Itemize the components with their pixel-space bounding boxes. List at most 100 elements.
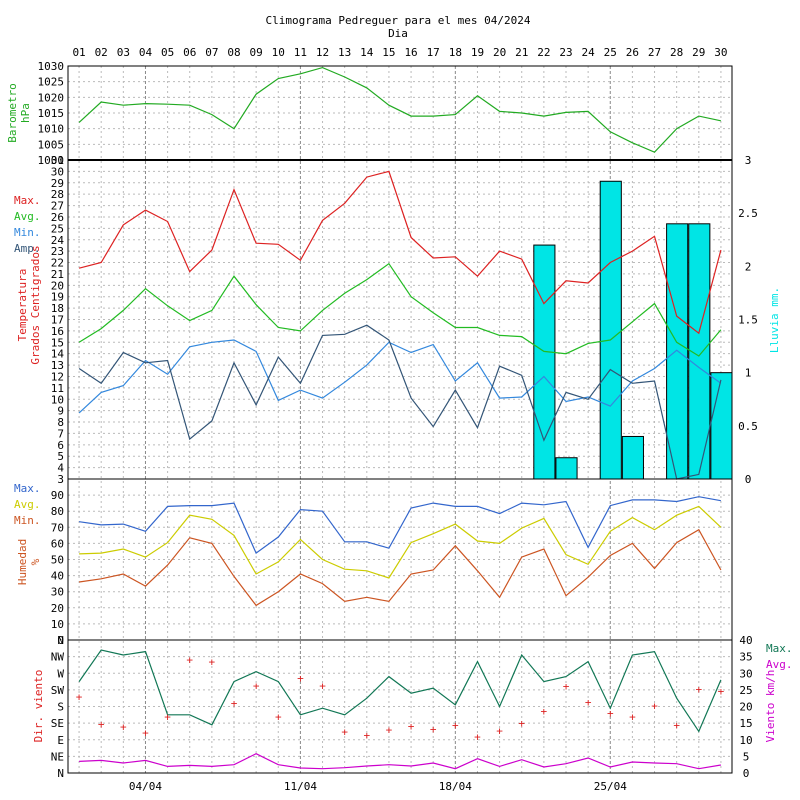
date-tick-label: 04/04 — [129, 780, 162, 793]
wind-dir-marker: + — [651, 700, 658, 713]
day-label: 14 — [360, 46, 374, 59]
wind-dir-marker: + — [718, 685, 725, 698]
day-label: 25 — [604, 46, 617, 59]
temp-tick-label: 8 — [57, 416, 64, 429]
wind-dir-marker: + — [386, 724, 393, 737]
wind-dir-tick-label: E — [57, 734, 64, 747]
baro-tick-label: 1010 — [38, 123, 65, 136]
rain-tick-label: 3 — [745, 154, 752, 167]
hum-tick-label: 70 — [51, 521, 64, 534]
rain-tick-label: 0.5 — [738, 420, 758, 433]
wind-dir-marker: + — [297, 672, 304, 685]
temp-tick-label: 25 — [51, 222, 64, 235]
wind-speed-tick-label: 10 — [739, 734, 752, 747]
wind-dir-marker: + — [98, 718, 105, 731]
day-label: 28 — [670, 46, 683, 59]
wind-dir-tick-label: NW — [51, 651, 65, 664]
hum-axis-label: Humedad — [16, 539, 29, 585]
hum-legend-entry: Avg. — [14, 498, 41, 511]
day-label: 21 — [515, 46, 528, 59]
wind-speed-axis-label: Viento km/h — [764, 670, 777, 743]
date-tick-label: 18/04 — [439, 780, 472, 793]
wind-dir-marker: + — [164, 711, 171, 724]
temp-avg-line — [78, 262, 722, 357]
day-label: 27 — [648, 46, 661, 59]
wind-legend-entry: Max. — [766, 642, 793, 655]
rain-tick-label: 1.5 — [738, 314, 758, 327]
wind-dir-tick-label: N — [57, 767, 64, 780]
day-label: 13 — [338, 46, 351, 59]
wind-dir-marker: + — [142, 727, 149, 740]
rain-tick-label: 0 — [745, 473, 752, 486]
hum-tick-label: 0 — [57, 634, 64, 647]
day-label: 09 — [250, 46, 263, 59]
temp-tick-label: 4 — [57, 462, 64, 475]
wind-speed-tick-label: 15 — [739, 717, 752, 730]
day-label: 30 — [714, 46, 727, 59]
day-label: 29 — [692, 46, 705, 59]
temp-tick-label: 17 — [51, 314, 64, 327]
temp-tick-label: 27 — [51, 200, 64, 213]
x-axis-label: Dia — [388, 27, 408, 40]
temp-tick-label: 30 — [51, 165, 64, 178]
date-tick-label: 25/04 — [594, 780, 627, 793]
temp-tick-label: 16 — [51, 325, 64, 338]
baro-series-line — [78, 66, 722, 153]
wind-dir-tick-label: W — [57, 667, 64, 680]
plot-frame — [67, 65, 733, 774]
day-label: 23 — [559, 46, 572, 59]
rain-bar — [599, 180, 622, 480]
wind-speed-tick-label: 0 — [743, 767, 750, 780]
temp-amp-line — [78, 324, 722, 480]
temp-tick-label: 9 — [57, 405, 64, 418]
hum-min-line — [79, 528, 722, 607]
wind-dir-marker: + — [474, 730, 481, 743]
wind-dir-marker: + — [253, 679, 260, 692]
temp-tick-label: 6 — [57, 439, 64, 452]
baro-tick-label: 1005 — [38, 138, 65, 151]
hum-legend-entry: Max. — [14, 482, 41, 495]
baro-tick-label: 1030 — [38, 60, 65, 73]
wind-speed-tick-label: 20 — [739, 701, 752, 714]
day-label: 10 — [272, 46, 285, 59]
temp-tick-label: 31 — [51, 154, 64, 167]
day-label: 16 — [404, 46, 417, 59]
temp-tick-label: 15 — [51, 336, 64, 349]
day-label: 06 — [183, 46, 196, 59]
temp-tick-label: 29 — [51, 177, 64, 190]
day-label: 08 — [227, 46, 240, 59]
temp-tick-label: 12 — [51, 370, 64, 383]
temp-axis-label: Grados Centigrados — [29, 245, 42, 364]
temp-tick-label: 21 — [51, 268, 64, 281]
day-label: 07 — [205, 46, 218, 59]
day-label: 01 — [72, 46, 85, 59]
rain-tick-label: 2.5 — [738, 207, 758, 220]
temp-tick-label: 11 — [51, 382, 64, 395]
temp-legend-entry: Min. — [14, 226, 41, 239]
wind-dir-marker: + — [231, 697, 238, 710]
day-label: 20 — [493, 46, 506, 59]
hum-tick-label: 10 — [51, 618, 64, 631]
hum-tick-label: 30 — [51, 586, 64, 599]
wind-avg-line — [79, 753, 721, 770]
wind-dir-marker: + — [629, 711, 636, 724]
wind-dir-marker: + — [430, 723, 437, 736]
rain-tick-label: 1 — [745, 367, 752, 380]
wind-dir-marker: + — [563, 680, 570, 693]
baro-axis-label: hPa — [19, 103, 32, 123]
wind-dir-marker: + — [76, 690, 83, 703]
day-label: 12 — [316, 46, 329, 59]
temp-tick-label: 20 — [51, 279, 64, 292]
wind-dir-marker: + — [120, 721, 127, 734]
temp-tick-label: 23 — [51, 245, 64, 258]
hum-avg-line — [79, 505, 722, 579]
day-label: 02 — [95, 46, 108, 59]
temp-tick-label: 5 — [57, 450, 64, 463]
temp-legend-entry: Max. — [14, 194, 41, 207]
wind-dir-marker: + — [452, 719, 459, 732]
temp-tick-label: 13 — [51, 359, 64, 372]
wind-speed-tick-label: 30 — [739, 667, 752, 680]
temp-min-line — [78, 339, 722, 414]
temp-axis-label: Temperatura — [16, 269, 29, 342]
